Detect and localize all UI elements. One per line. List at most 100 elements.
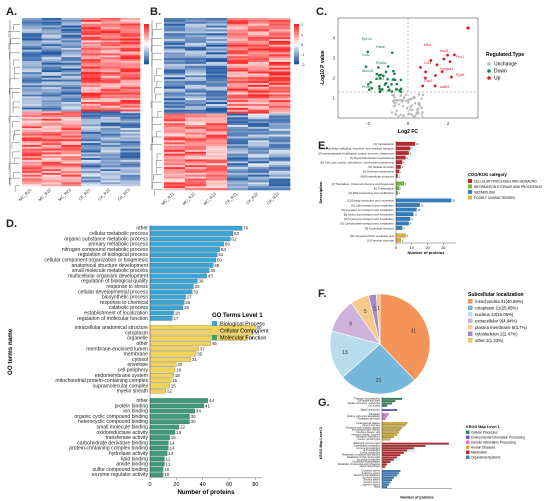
category-label: other [136, 341, 148, 347]
bar [381, 424, 406, 427]
heatmap-cell [206, 82, 228, 86]
heatmap-cell [227, 184, 249, 187]
heatmap-cell [81, 51, 101, 54]
heatmap-cell [41, 152, 62, 155]
heatmap-cell [269, 126, 291, 130]
heatmap-column-label: CK_RZ1 [224, 191, 239, 206]
heatmap-cell [164, 29, 186, 32]
heatmap-cell [185, 165, 207, 168]
bar [381, 442, 449, 445]
heatmap-cell [227, 172, 249, 176]
x-tick-label: 60 [226, 482, 232, 488]
bar [149, 373, 174, 378]
heatmap-cell [227, 67, 249, 70]
heatmap-cell [185, 155, 207, 158]
category-label: Lipid metabolism [363, 449, 380, 452]
category-label: [O] Intracellular trafficking, secretion… [320, 147, 395, 151]
dendrogram-branch [13, 73, 20, 80]
point-down [399, 87, 403, 91]
heatmap-cell [269, 138, 291, 141]
dendrogram-branch [12, 151, 20, 158]
heatmap-cell [100, 169, 121, 172]
bar [395, 207, 417, 212]
heatmap-cell [269, 84, 291, 88]
heatmap-cell [164, 149, 186, 153]
heatmap-cell [22, 146, 42, 149]
heatmap-cell [100, 51, 121, 54]
x-tick-label: 2 [447, 121, 450, 126]
heatmap-cell [206, 180, 228, 183]
heatmap-cell [248, 67, 270, 70]
bar [149, 440, 169, 446]
x-tick-label: 0 [407, 121, 410, 126]
color-scale-step [294, 44, 299, 47]
legend-swatch [487, 76, 491, 80]
y-tick-label: 2 [332, 76, 335, 81]
heatmap-cell [269, 63, 291, 67]
heatmap-cell [206, 46, 228, 49]
bar [149, 419, 190, 425]
heatmap-cell [164, 184, 186, 187]
heatmap-cell [269, 188, 291, 191]
heatmap-cell [100, 60, 121, 64]
heatmap-cell [164, 86, 186, 90]
value-label: 12 [416, 143, 419, 146]
category-label: organic substance metabolic process [64, 236, 148, 242]
heatmap-cell [227, 40, 249, 44]
heatmap-cell [81, 59, 101, 62]
heatmap-cell [269, 88, 291, 91]
point-up [434, 74, 437, 77]
bar [381, 415, 388, 418]
heatmap-cell [227, 128, 249, 132]
heatmap-cell [100, 49, 121, 52]
heatmap-cell [227, 88, 249, 91]
dendrogram-branch [14, 66, 20, 74]
heatmap-cell [206, 35, 228, 38]
heatmap-cell [61, 29, 82, 32]
legend-swatch [466, 445, 470, 449]
bar [381, 413, 389, 416]
point-up [433, 84, 437, 88]
value-label: 46 [212, 341, 218, 346]
heatmap-column-label: CK_RZ1 [77, 187, 92, 202]
heatmap-cell [120, 171, 141, 174]
heatmap-cell [41, 49, 62, 52]
category-label: envelope [127, 362, 148, 368]
heatmap-cell [41, 29, 62, 32]
color-scale-step [144, 26, 149, 29]
point-unchange [395, 109, 398, 112]
heatmap-cell [206, 69, 228, 72]
heatmap-cell [206, 140, 228, 143]
heatmap-column-label: MC_RZ2 [181, 191, 196, 206]
heatmap-cell [269, 82, 291, 86]
heatmap-cell [269, 40, 291, 44]
heatmap-cell [206, 117, 228, 120]
category-label: catabolic process [109, 305, 149, 311]
heatmap-cell [269, 94, 291, 97]
point-unchange [416, 110, 419, 113]
legend-entry: Genetic Information Processing [471, 441, 516, 445]
point-unchange [397, 103, 401, 106]
heatmap-cell [61, 51, 82, 54]
heatmap-cell [120, 158, 141, 161]
gene-label-up: Rps6 [456, 73, 464, 77]
heatmap-cell [185, 128, 207, 132]
point-unchange [402, 115, 405, 119]
category-label: Metabolism of other amino acids [347, 456, 381, 459]
heatmap-cell [269, 165, 291, 168]
bar [381, 476, 394, 479]
heatmap-cell [120, 180, 141, 183]
heatmap-cell [120, 18, 141, 21]
heatmap-cell [164, 77, 186, 80]
heatmap-cell [61, 55, 82, 58]
heatmap-cell [22, 40, 42, 43]
heatmap-cell [61, 32, 82, 36]
heatmap-cell [227, 188, 249, 191]
heatmap-cell [41, 144, 62, 148]
heatmap-cell [41, 161, 62, 164]
heatmap-cell [22, 165, 42, 168]
heatmap-cell [185, 144, 207, 147]
bar [149, 362, 177, 368]
heatmap-cell [206, 186, 228, 189]
bar [149, 310, 174, 316]
